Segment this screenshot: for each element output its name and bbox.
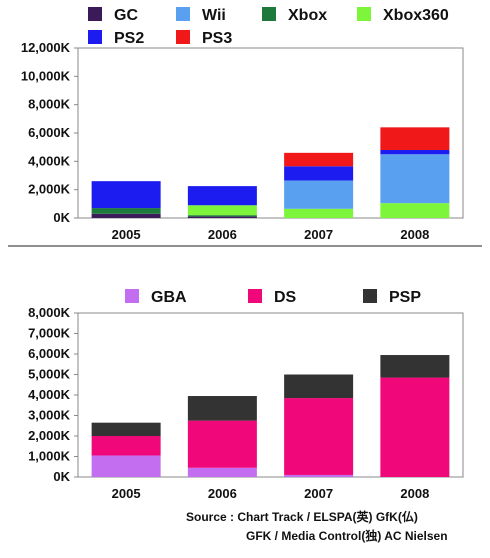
bar-psp-2005 xyxy=(91,422,161,436)
x-tick-label: 2007 xyxy=(304,486,333,501)
bar-psp-2007 xyxy=(284,374,354,399)
bar-xbox360-2006 xyxy=(187,205,257,216)
bar-gc-2006 xyxy=(187,216,257,218)
y-tick-label: 8,000K xyxy=(28,305,71,320)
y-tick-label: 8,000K xyxy=(28,97,71,112)
legend-swatch-gba xyxy=(125,289,139,303)
bar-ps2-2007 xyxy=(284,166,354,181)
legend-label-wii: Wii xyxy=(202,7,226,24)
y-tick-label: 0K xyxy=(53,210,70,225)
chart-home-consoles: 0K 2,000K 4,000K 6,000K 8,000K 10,000K 12,000K… xyxy=(21,7,464,242)
bar-wii-2008 xyxy=(380,154,450,204)
bar-ps2-2005 xyxy=(91,181,161,209)
bar-xbox-2005 xyxy=(91,208,161,214)
bar-ps3-2008 xyxy=(380,127,450,150)
y-tick-label: 6,000K xyxy=(28,125,71,140)
legend-swatch-xbox xyxy=(262,7,276,21)
bar-ds-2005 xyxy=(91,436,161,456)
legend-label-ps3: PS3 xyxy=(202,30,232,47)
y-tick-label: 4,000K xyxy=(28,153,71,168)
y-tick-label: 4,000K xyxy=(28,387,71,402)
bar-psp-2006 xyxy=(187,396,257,421)
x-tick-label: 2008 xyxy=(400,486,429,501)
source-line-2: GFK / Media Control(独) AC Nielsen xyxy=(246,528,448,543)
bar-wii-2007 xyxy=(284,180,354,209)
bar-gba-2007 xyxy=(284,474,354,477)
legend-label-gc: GC xyxy=(114,7,138,24)
bar-psp-2008 xyxy=(380,355,450,378)
legend-label-ps2: PS2 xyxy=(114,30,144,47)
y-tick-label: 2,000K xyxy=(28,182,71,197)
legend-swatch-wii xyxy=(176,7,190,21)
y-tick-label: 0K xyxy=(53,469,70,484)
chart-handhelds: 0K 1,000K 2,000K 3,000K 4,000K 5,000K 6,000K 7,… xyxy=(28,289,464,501)
y-tick-label: 6,000K xyxy=(28,346,71,361)
source-line-1: Source : Chart Track / ELSPA(英) GfK(仏) xyxy=(186,509,418,524)
x-tick-label: 2007 xyxy=(304,227,333,242)
bar-gba-2006 xyxy=(187,467,257,477)
legend-label-xbox360: Xbox360 xyxy=(383,7,449,24)
legend-label-gba: GBA xyxy=(151,289,187,306)
y-tick-label: 3,000K xyxy=(28,408,71,423)
legend-swatch-ds xyxy=(248,289,262,303)
x-tick-label: 2006 xyxy=(208,486,237,501)
legend-swatch-gc xyxy=(88,7,102,21)
x-tick-label: 2008 xyxy=(400,227,429,242)
legend-swatch-ps2 xyxy=(88,30,102,44)
y-tick-label: 5,000K xyxy=(28,367,71,382)
x-tick-label: 2005 xyxy=(112,486,141,501)
legend-swatch-ps3 xyxy=(176,30,190,44)
bar-ps2-2006 xyxy=(187,186,257,206)
legend-label-ds: DS xyxy=(274,289,297,306)
bar-xbox360-2007 xyxy=(284,208,354,218)
x-tick-label: 2005 xyxy=(112,227,141,242)
bar-gc-2005 xyxy=(91,213,161,218)
legend-swatch-psp xyxy=(363,289,377,303)
y-tick-label: 1,000K xyxy=(28,449,71,464)
y-tick-label: 12,000K xyxy=(21,40,71,55)
legend-swatch-xbox360 xyxy=(357,7,371,21)
bar-ds-2006 xyxy=(187,420,257,468)
bar-ps3-2007 xyxy=(284,152,354,167)
bar-ps2-2008 xyxy=(380,150,450,155)
bar-ds-2007 xyxy=(284,398,354,475)
y-tick-label: 10,000K xyxy=(21,68,71,83)
y-tick-label: 7,000K xyxy=(28,326,71,341)
y-tick-label: 2,000K xyxy=(28,428,71,443)
bar-gba-2005 xyxy=(91,455,161,477)
bar-xbox-2006 xyxy=(187,215,257,217)
x-tick-label: 2006 xyxy=(208,227,237,242)
legend-label-xbox: Xbox xyxy=(288,7,327,24)
legend-label-psp: PSP xyxy=(389,289,421,306)
bar-ds-2008 xyxy=(380,377,450,477)
bar-xbox360-2008 xyxy=(380,203,450,218)
